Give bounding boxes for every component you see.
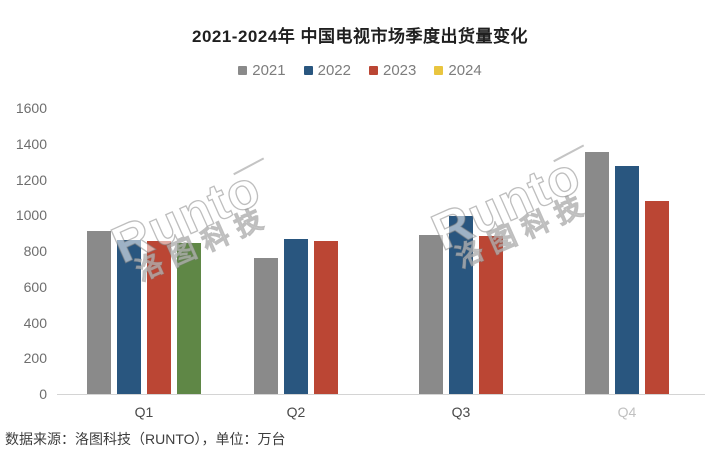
x-label-Q2: Q2 xyxy=(286,404,306,420)
bar-Q1-2022 xyxy=(117,240,141,394)
bar-Q1-2023 xyxy=(147,241,171,394)
legend-swatch-2023 xyxy=(369,65,378,75)
legend: 2021 2022 2023 2024 xyxy=(0,61,720,79)
legend-swatch-2022 xyxy=(303,65,313,75)
legend-label-2022: 2022 xyxy=(317,61,351,79)
x-label-Q4: Q4 xyxy=(617,404,637,420)
plot-area xyxy=(57,108,705,395)
y-tick-1400: 1400 xyxy=(15,135,47,152)
bar-Q2-2023 xyxy=(314,241,338,394)
y-tick-0: 0 xyxy=(39,386,47,402)
legend-item-2024: 2024 xyxy=(434,61,482,79)
y-tick-1200: 1200 xyxy=(15,171,47,188)
x-label-Q3: Q3 xyxy=(451,404,471,420)
source-note: 数据来源：洛图科技（RUNTO），单位：万台 xyxy=(5,431,286,447)
legend-label-2023: 2023 xyxy=(383,61,417,79)
y-tick-400: 400 xyxy=(23,314,47,331)
legend-label-2021: 2021 xyxy=(252,61,286,79)
y-tick-600: 600 xyxy=(23,278,47,295)
legend-swatch-2021 xyxy=(238,65,248,75)
y-tick-1600: 1600 xyxy=(15,100,47,116)
y-tick-800: 800 xyxy=(23,243,47,259)
bar-Q3-2022 xyxy=(449,216,473,394)
bar-Q3-2021 xyxy=(419,234,443,394)
bar-Q4-2021 xyxy=(585,151,609,394)
y-tick-200: 200 xyxy=(23,350,47,367)
legend-label-2024: 2024 xyxy=(448,61,482,79)
legend-item-2022: 2022 xyxy=(303,61,351,79)
bar-Q1-2021 xyxy=(87,231,111,394)
chart-title: 2021-2024年 中国电视市场季度出货量变化 xyxy=(191,27,529,46)
x-label-Q1: Q1 xyxy=(134,404,154,420)
bar-Q2-2021 xyxy=(254,258,278,394)
legend-swatch-2024 xyxy=(434,65,444,75)
bar-Q4-2023 xyxy=(645,200,669,394)
legend-item-2021: 2021 xyxy=(238,61,286,79)
bar-Q1-2024 xyxy=(177,242,201,394)
bar-Q3-2023 xyxy=(479,235,503,394)
legend-item-2023: 2023 xyxy=(369,63,416,78)
bar-Q4-2022 xyxy=(615,166,639,394)
bar-Q2-2022 xyxy=(284,239,308,394)
y-tick-1000: 1000 xyxy=(15,207,47,224)
